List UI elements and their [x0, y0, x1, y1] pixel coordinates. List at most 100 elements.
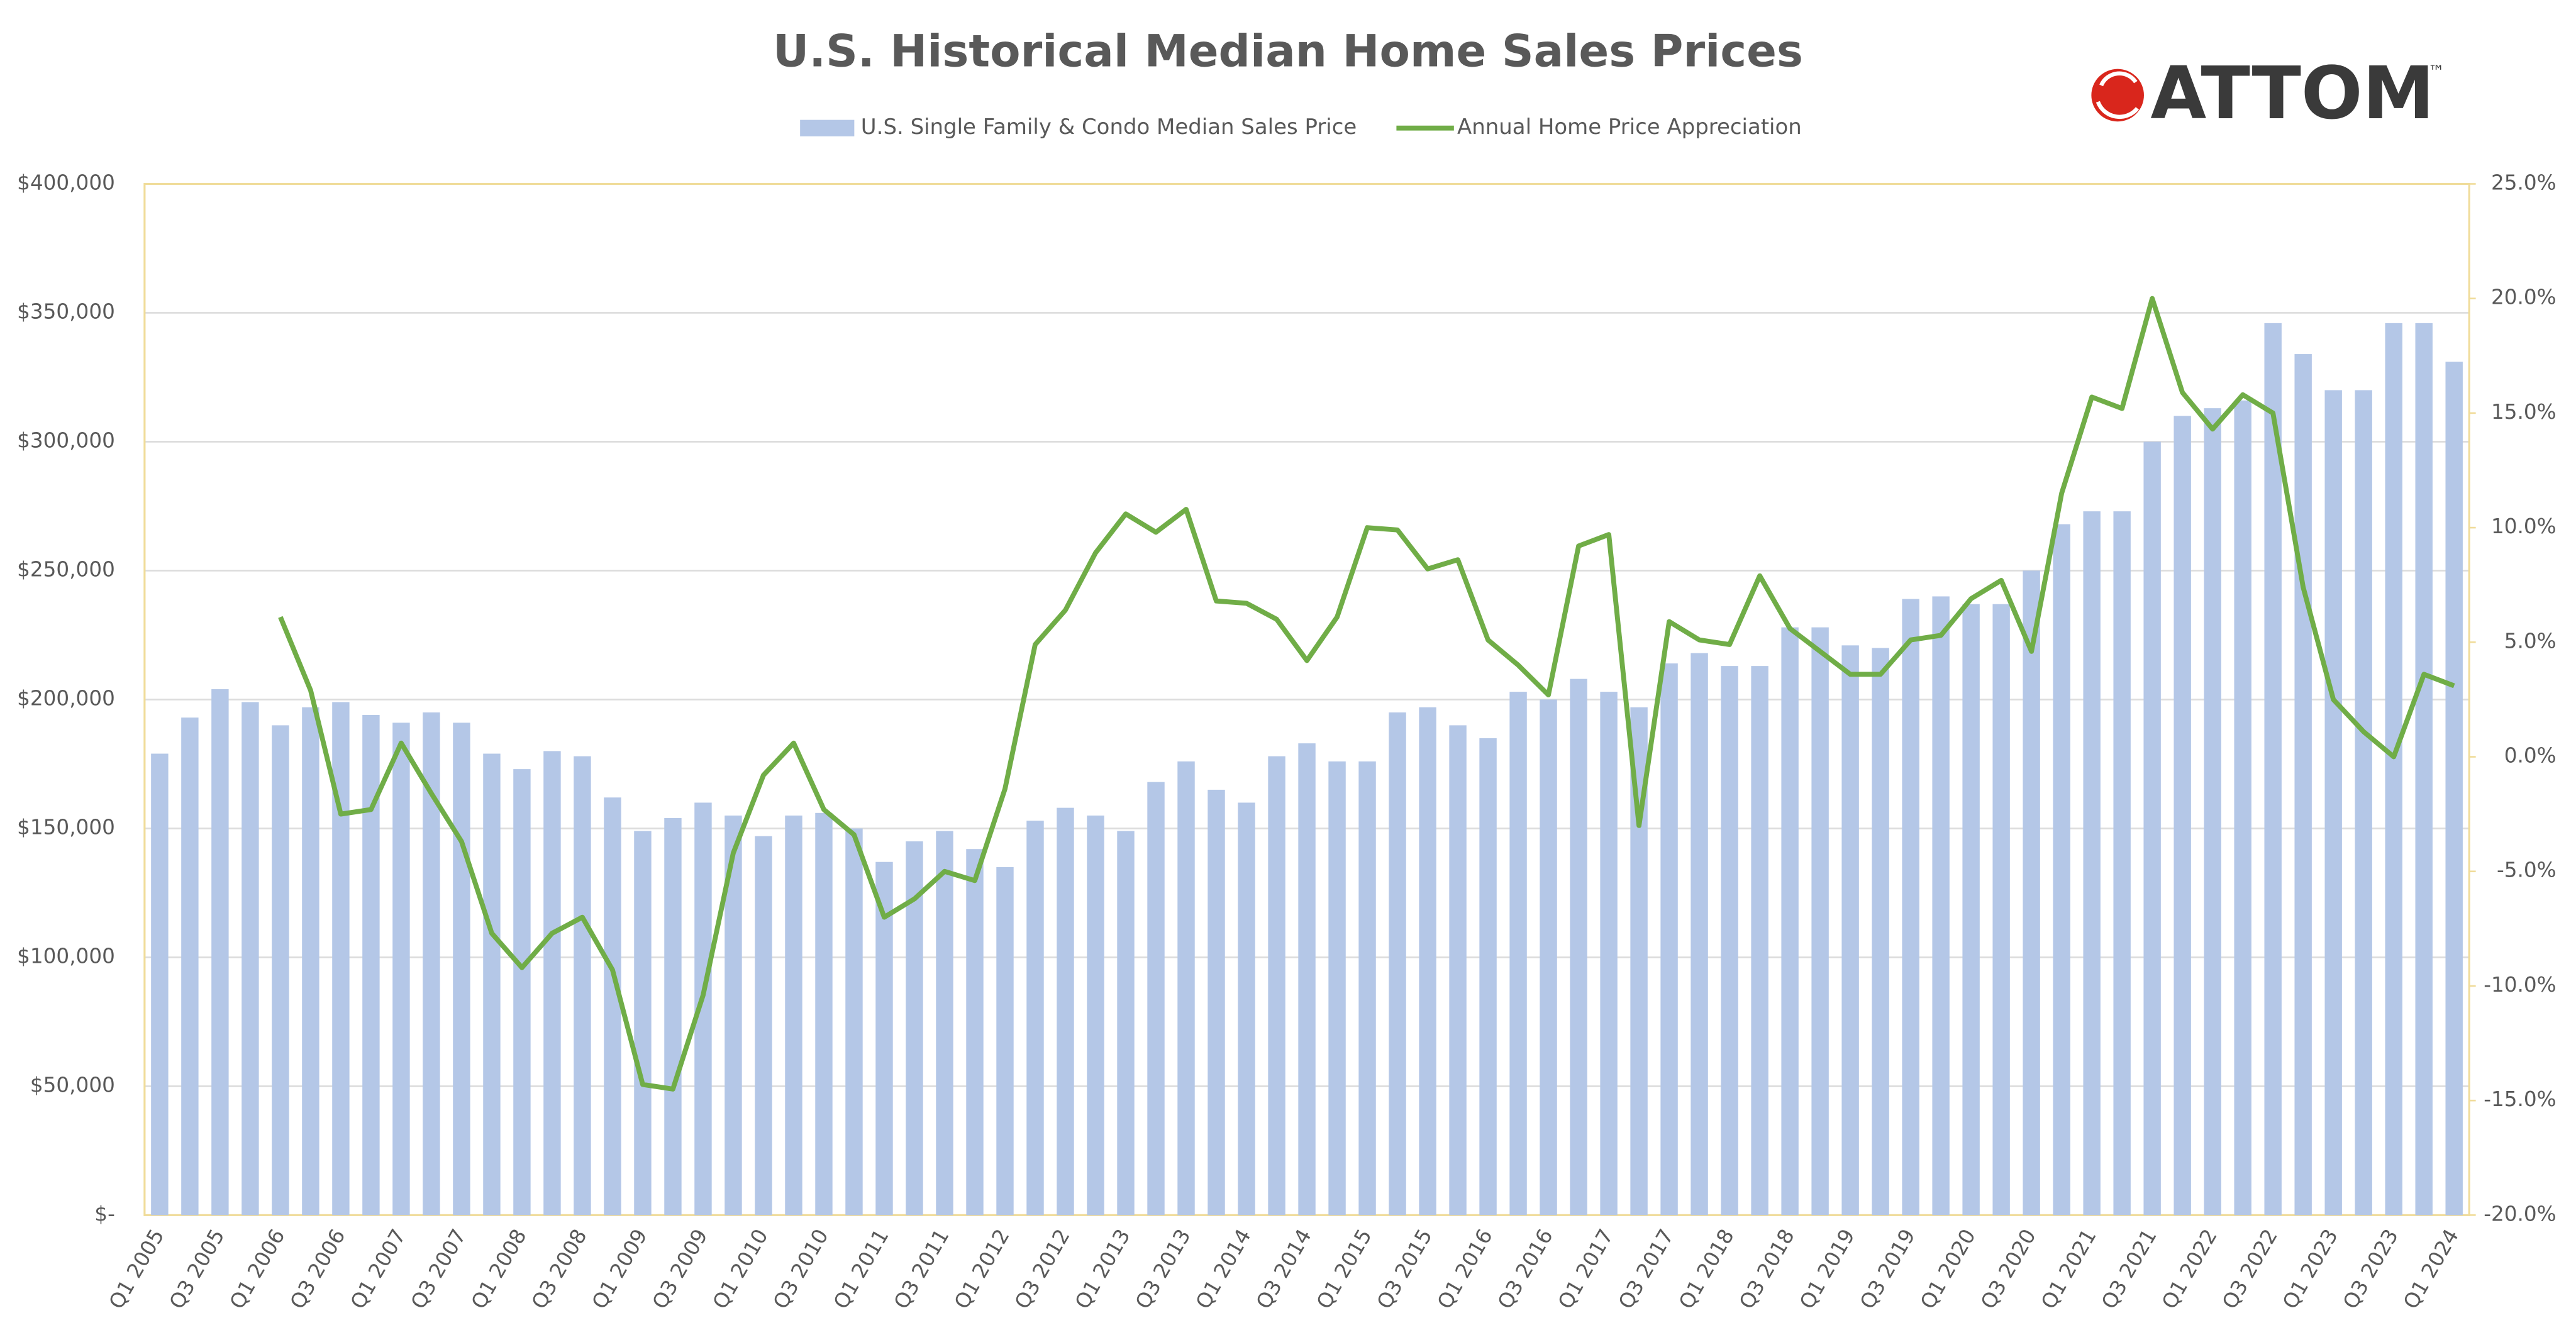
x-tick-label: Q3 2022 [2218, 1225, 2282, 1313]
x-tick-label: Q3 2020 [1976, 1225, 2041, 1313]
y-tick-label: $400,000 [17, 170, 115, 194]
x-tick-label: Q1 2011 [829, 1225, 894, 1313]
x-tick-label: Q3 2008 [527, 1225, 592, 1313]
bar [2324, 390, 2342, 1216]
x-tick-label: Q1 2019 [1795, 1225, 1860, 1313]
bar [453, 723, 470, 1216]
x-tick-label: Q1 2008 [467, 1225, 531, 1313]
bar [845, 828, 863, 1216]
x-tick-label: Q1 2022 [2157, 1225, 2222, 1313]
logo-icon [2091, 69, 2144, 122]
bar [1962, 604, 1980, 1216]
y-tick-label: $50,000 [30, 1073, 115, 1097]
bar [1509, 692, 1527, 1216]
bar [785, 815, 802, 1216]
x-tick-label: Q3 2018 [1735, 1225, 1799, 1313]
x-tick-label: Q1 2020 [1916, 1225, 1980, 1313]
bar [1389, 712, 1406, 1216]
bar [1087, 815, 1104, 1216]
x-tick-label: Q3 2019 [1855, 1225, 1920, 1313]
bar [1902, 599, 1919, 1216]
bar [1358, 761, 1376, 1216]
legend-swatch [800, 119, 855, 136]
bar [634, 831, 652, 1216]
x-tick-label: Q1 2013 [1070, 1225, 1135, 1313]
logo: ATTOM ™ [2091, 52, 2445, 136]
x-tick-label: Q3 2010 [769, 1225, 833, 1313]
x-tick-label: Q1 2010 [708, 1225, 773, 1313]
y2-tick-label: 5.0% [2504, 629, 2557, 653]
bar [1057, 807, 1074, 1216]
bar [875, 861, 893, 1216]
bar [604, 797, 621, 1216]
bar [2174, 416, 2191, 1216]
bar [392, 723, 410, 1216]
bar [543, 751, 561, 1216]
y-tick-label: $100,000 [17, 944, 115, 968]
y-tick-label: $300,000 [17, 428, 115, 452]
bar [483, 753, 501, 1216]
x-tick-label: Q3 2009 [648, 1225, 713, 1313]
x-tick-label: Q1 2017 [1553, 1225, 1618, 1313]
bar [1147, 782, 1165, 1216]
bar [2023, 570, 2040, 1216]
bar [2053, 524, 2070, 1216]
bar [1026, 821, 1044, 1216]
logo-icon-arc [2096, 71, 2140, 119]
y2-tick-label: 25.0% [2491, 170, 2557, 194]
bar [755, 836, 772, 1216]
bar [2264, 323, 2282, 1216]
x-tick-label: Q3 2012 [1010, 1225, 1075, 1313]
bar [1932, 596, 1950, 1216]
x-tick-label: Q3 2007 [406, 1225, 471, 1313]
x-tick-label: Q3 2014 [1252, 1225, 1316, 1313]
bar [1992, 604, 2010, 1216]
y2-tick-label: 15.0% [2491, 400, 2557, 424]
bar [1298, 743, 1316, 1216]
bar [1479, 738, 1497, 1216]
x-tick-label: Q1 2023 [2278, 1225, 2343, 1313]
y2-tick-label: 10.0% [2491, 514, 2557, 538]
bar [1721, 666, 1738, 1216]
line [278, 296, 2455, 1092]
bar [2415, 323, 2433, 1216]
bar [2385, 323, 2402, 1216]
x-tick-label: Q1 2015 [1312, 1225, 1377, 1313]
bar [1328, 761, 1346, 1216]
bar [1177, 761, 1195, 1216]
y-tick-label: $200,000 [17, 686, 115, 710]
bar [1660, 663, 1678, 1216]
bar [1208, 789, 1225, 1216]
y-tick-label: $150,000 [17, 815, 115, 839]
bar [966, 849, 984, 1216]
bar [272, 725, 289, 1216]
bar [574, 756, 591, 1216]
bar [1690, 653, 1708, 1216]
x-tick-label: Q3 2013 [1131, 1225, 1196, 1313]
x-tick-label: Q1 2012 [950, 1225, 1014, 1313]
logo-trademark: ™ [2428, 62, 2445, 81]
y2-tick-label: -20.0% [2484, 1202, 2556, 1226]
x-tick-label: Q1 2024 [2399, 1225, 2463, 1313]
y2-tick-label: -5.0% [2497, 858, 2557, 882]
legend-label: Annual Home Price Appreciation [1457, 114, 1802, 140]
x-tick-label: Q3 2016 [1493, 1225, 1558, 1313]
y2-tick-label: 0.0% [2504, 744, 2557, 768]
bar [211, 689, 229, 1216]
y2-tick-label: 20.0% [2491, 285, 2557, 309]
y2-tick-label: -15.0% [2484, 1087, 2556, 1111]
x-tick-label: Q3 2017 [1614, 1225, 1679, 1313]
bar [151, 753, 169, 1216]
bar [362, 715, 380, 1216]
bar [2445, 362, 2463, 1216]
bar [1117, 831, 1135, 1216]
bar [2113, 511, 2131, 1216]
bar [302, 707, 319, 1216]
bar [1540, 699, 1557, 1216]
x-tick-label: Q1 2016 [1433, 1225, 1497, 1313]
bar [242, 702, 259, 1216]
bar [2234, 400, 2251, 1216]
x-tick-label: Q3 2023 [2338, 1225, 2403, 1313]
y-tick-label: $250,000 [17, 557, 115, 581]
